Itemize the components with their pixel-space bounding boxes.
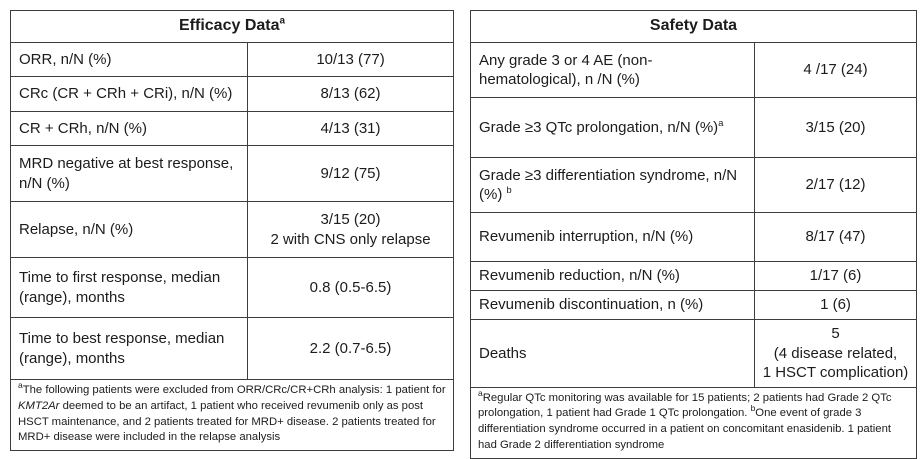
table-row: Revumenib discontinuation, n (%) 1 (6)	[470, 290, 917, 320]
table-row: Revumenib interruption, n/N (%) 8/17 (47…	[470, 212, 917, 262]
table-row: CR + CRh, n/N (%) 4/13 (31)	[10, 111, 455, 146]
table-header-row: Safety Data	[470, 10, 917, 43]
footnote-text: One event of grade 3 differentiation syn…	[478, 407, 892, 451]
row-value: 10/13 (77)	[246, 42, 455, 77]
row-value: 4/13 (31)	[246, 111, 455, 146]
row-label: Revumenib interruption, n/N (%)	[470, 212, 755, 262]
row-label: Time to best response, median (range), m…	[10, 317, 248, 380]
row-value: 2.2 (0.7-6.5)	[246, 317, 455, 380]
row-value: 8/13 (62)	[246, 76, 455, 112]
row-value: 1/17 (6)	[754, 261, 917, 291]
value-line-1: 5	[831, 325, 840, 342]
footnote-text: Regular QTc monitoring was available for…	[478, 391, 892, 420]
row-label: CRc (CR + CRh + CRi), n/N (%)	[10, 76, 248, 112]
row-label: Revumenib discontinuation, n (%)	[470, 290, 755, 320]
table-footnote-row: aThe following patients were excluded fr…	[9, 378, 455, 452]
table-row: Relapse, n/N (%) 3/15 (20) 2 with CNS on…	[10, 201, 455, 258]
safety-footnote: aRegular QTc monitoring was available fo…	[470, 386, 917, 459]
row-label: CR + CRh, n/N (%)	[10, 111, 248, 146]
table-row: MRD negative at best response, n/N (%) 9…	[10, 145, 455, 202]
row-value: 2/17 (12)	[754, 157, 917, 213]
row-value: 8/17 (47)	[754, 212, 917, 262]
table-footnote-row: aRegular QTc monitoring was available fo…	[470, 386, 917, 459]
row-label: MRD negative at best response, n/N (%)	[10, 145, 248, 202]
footnote-text: deemed to be an artifact, 1 patient who …	[18, 399, 436, 444]
label-superscript: a	[718, 117, 724, 128]
row-value: 9/12 (75)	[246, 145, 455, 202]
footnote-italic-gene: KMT2Ar	[18, 399, 60, 412]
row-value: 4 /17 (24)	[754, 42, 917, 98]
row-label: Grade ≥3 differentiation syndrome, n/N (…	[470, 157, 755, 213]
table-row: Time to first response, median (range), …	[10, 257, 455, 318]
footnote-marker-a: a	[478, 387, 483, 398]
table-row: ORR, n/N (%) 10/13 (77)	[10, 42, 455, 77]
table-row: Grade ≥3 differentiation syndrome, n/N (…	[470, 157, 917, 213]
table-title-text: Safety Data	[649, 17, 738, 35]
value-line-1: 3/15 (20)	[320, 211, 381, 228]
table-title-text: Efficacy Data	[179, 17, 280, 35]
efficacy-data-table: Efficacy Dataa ORR, n/N (%) 10/13 (77) C…	[9, 10, 455, 452]
footnote-marker-b: b	[750, 403, 756, 414]
efficacy-table: Efficacy Dataa ORR, n/N (%) 10/13 (77) C…	[9, 10, 455, 452]
safety-table-title: Safety Data	[470, 10, 917, 43]
table-row: Grade ≥3 QTc prolongation, n/N (%)a 3/15…	[470, 97, 917, 158]
row-value: 1 (6)	[754, 290, 917, 320]
table-row: Time to best response, median (range), m…	[10, 317, 455, 380]
footnote-text: The following patients were excluded fro…	[22, 384, 446, 396]
table-row: Revumenib reduction, n/N (%) 1/17 (6)	[470, 261, 917, 291]
safety-table: Safety Data Any grade 3 or 4 AE (non-hem…	[470, 10, 917, 459]
value-line-2: 2 with CNS only relapse	[270, 230, 431, 248]
efficacy-footnote: aThe following patients were excluded fr…	[9, 378, 455, 452]
row-label: ORR, n/N (%)	[10, 42, 248, 77]
row-label: Deaths	[470, 319, 755, 388]
title-superscript: a	[279, 15, 286, 27]
row-label: Time to first response, median (range), …	[10, 257, 248, 318]
efficacy-table-title: Efficacy Dataa	[9, 10, 455, 43]
table-header-row: Efficacy Dataa	[9, 10, 455, 43]
row-value: 0.8 (0.5-6.5)	[246, 257, 455, 318]
value-line-2: (4 disease related,	[773, 344, 898, 362]
safety-data-table: Safety Data Any grade 3 or 4 AE (non-hem…	[470, 10, 917, 459]
table-row: Deaths 5 (4 disease related, 1 HSCT comp…	[470, 319, 917, 388]
row-value: 5 (4 disease related, 1 HSCT complicatio…	[754, 319, 917, 388]
row-value: 3/15 (20)	[754, 97, 917, 158]
row-value: 3/15 (20) 2 with CNS only relapse	[246, 201, 455, 258]
footnote-marker-a: a	[18, 380, 23, 391]
label-superscript: b	[506, 185, 512, 195]
table-row: CRc (CR + CRh + CRi), n/N (%) 8/13 (62)	[10, 76, 455, 112]
row-label: Relapse, n/N (%)	[10, 201, 248, 258]
table-row: Any grade 3 or 4 AE (non-hematological),…	[470, 42, 917, 98]
value-line-3: 1 HSCT complication)	[762, 364, 909, 381]
row-label: Grade ≥3 QTc prolongation, n/N (%)a	[470, 97, 755, 158]
row-label: Any grade 3 or 4 AE (non-hematological),…	[470, 42, 755, 98]
row-label: Revumenib reduction, n/N (%)	[470, 261, 755, 291]
